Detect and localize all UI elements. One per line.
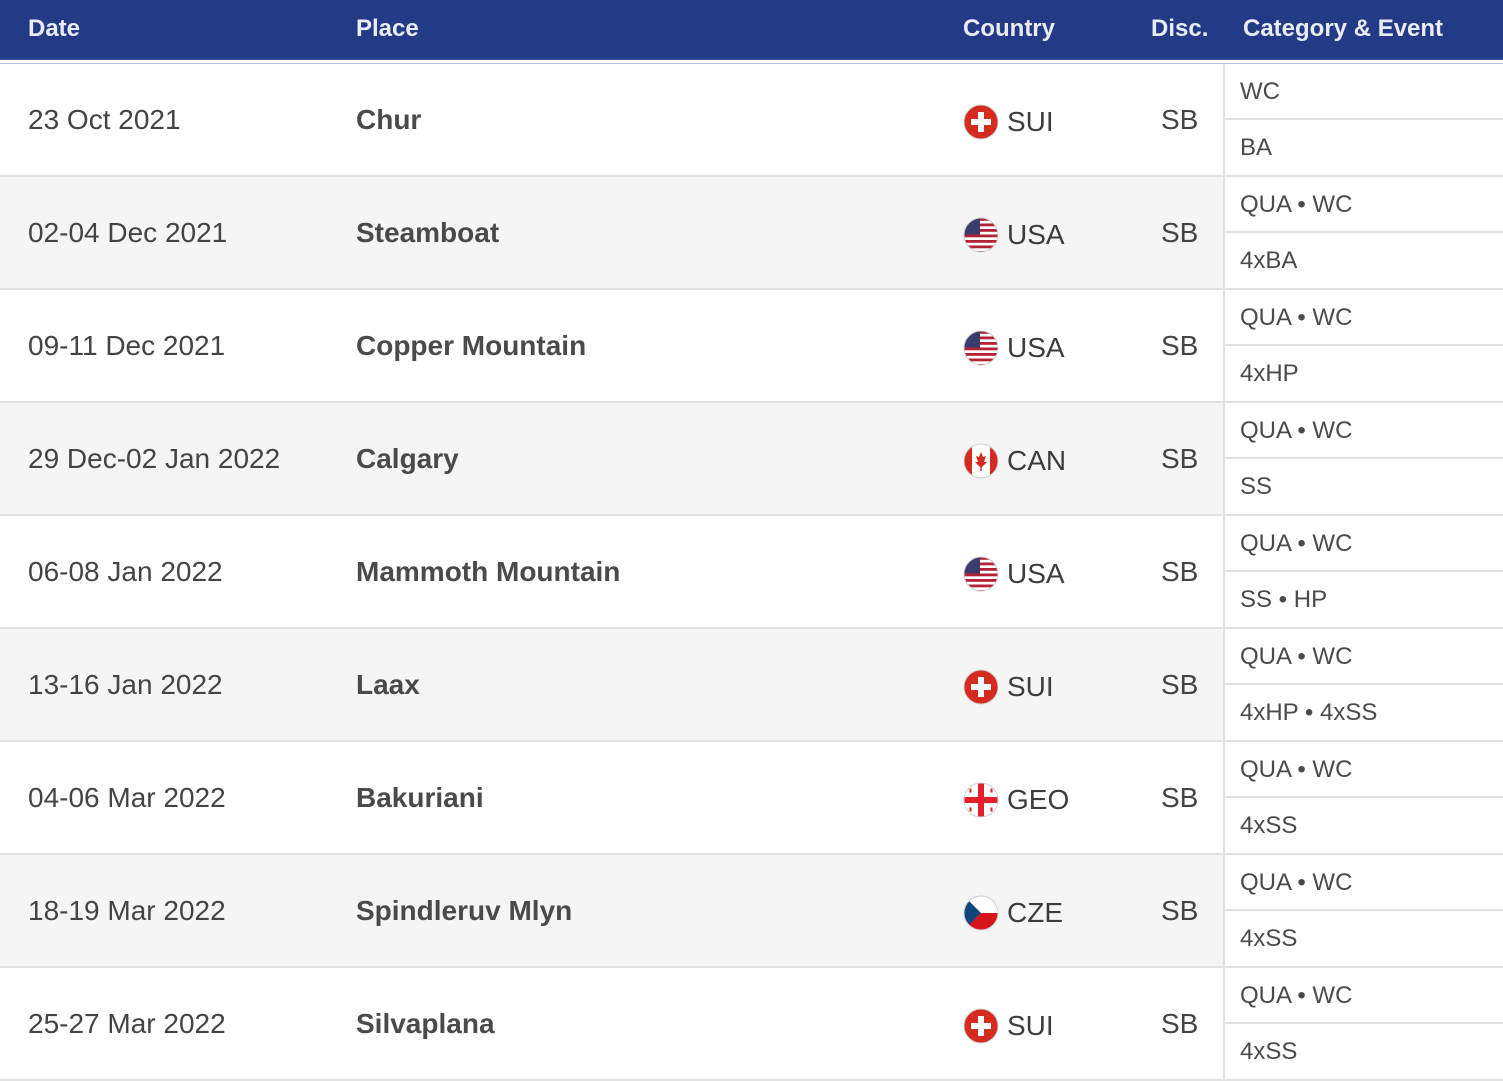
event-category: QUA • WC: [1225, 290, 1503, 346]
header-place[interactable]: Place: [356, 15, 419, 42]
event-codes[interactable]: 4xBA: [1225, 233, 1503, 288]
canada-flag-icon: [963, 439, 1007, 479]
table-row[interactable]: 29 Dec-02 Jan 2022 Calgary CAN SB QUA • WC SS: [0, 403, 1503, 516]
header-date[interactable]: Date: [28, 15, 81, 42]
event-place[interactable]: Spindleruv Mlyn: [356, 895, 573, 926]
event-date: 13-16 Jan 2022: [28, 669, 223, 700]
switzerland-flag-icon: [963, 665, 1007, 705]
event-discipline: SB: [1161, 895, 1199, 926]
event-date: 29 Dec-02 Jan 2022: [28, 443, 281, 474]
event-country: USA: [963, 177, 1065, 288]
event-codes[interactable]: BA: [1225, 120, 1503, 175]
event-place[interactable]: Chur: [356, 104, 422, 135]
event-country: CZE: [963, 855, 1063, 966]
header-divider: [0, 58, 1503, 64]
category-event-cell: QUA • WC 4xSS: [1223, 742, 1503, 853]
event-category: QUA • WC: [1225, 177, 1503, 233]
country-code: USA: [1007, 557, 1065, 589]
usa-flag-icon: [963, 552, 1007, 592]
event-discipline: SB: [1161, 1008, 1199, 1039]
czech-flag-icon: [963, 891, 1007, 931]
category-event-cell: QUA • WC 4xBA: [1223, 177, 1503, 288]
table-row[interactable]: 06-08 Jan 2022 Mammoth Mountain USA SB QUA •…: [0, 516, 1503, 629]
event-date: 04-06 Mar 2022: [28, 782, 226, 813]
event-codes[interactable]: 4xSS: [1225, 798, 1503, 853]
event-country: SUI: [963, 64, 1054, 175]
event-discipline: SB: [1161, 669, 1199, 700]
header-discipline[interactable]: Disc.: [1151, 15, 1209, 42]
event-place[interactable]: Silvaplana: [356, 1008, 495, 1039]
event-place[interactable]: Laax: [356, 669, 420, 700]
event-country: SUI: [963, 968, 1054, 1079]
category-event-cell: QUA • WC 4xSS: [1223, 855, 1503, 966]
event-category: QUA • WC: [1225, 742, 1503, 798]
event-country: USA: [963, 290, 1065, 401]
table-row[interactable]: 23 Oct 2021 Chur SUI SB WC BA: [0, 64, 1503, 177]
country-code: SUI: [1007, 670, 1054, 702]
event-discipline: SB: [1161, 330, 1199, 361]
event-date: 18-19 Mar 2022: [28, 895, 226, 926]
country-code: SUI: [1007, 1009, 1054, 1041]
event-place[interactable]: Bakuriani: [356, 782, 484, 813]
table-row[interactable]: 13-16 Jan 2022 Laax SUI SB QUA • WC 4xHP • 4x…: [0, 629, 1503, 742]
header-category-event[interactable]: Category & Event: [1243, 15, 1444, 42]
table-row[interactable]: 02-04 Dec 2021 Steamboat USA SB QUA • WC 4xBA: [0, 177, 1503, 290]
event-discipline: SB: [1161, 217, 1199, 248]
country-code: USA: [1007, 331, 1065, 363]
event-place[interactable]: Steamboat: [356, 217, 500, 248]
category-event-cell: QUA • WC 4xHP: [1223, 290, 1503, 401]
event-category: QUA • WC: [1225, 855, 1503, 911]
event-codes[interactable]: SS: [1225, 459, 1503, 514]
table-row[interactable]: 18-19 Mar 2022 Spindleruv Mlyn CZE SB QUA • …: [0, 855, 1503, 968]
switzerland-flag-icon: [963, 100, 1007, 140]
usa-flag-icon: [963, 213, 1007, 253]
country-code: CAN: [1007, 444, 1067, 476]
category-event-cell: WC BA: [1223, 64, 1503, 175]
event-category: QUA • WC: [1225, 968, 1503, 1024]
event-place[interactable]: Mammoth Mountain: [356, 556, 621, 587]
event-date: 09-11 Dec 2021: [28, 330, 226, 361]
header-country[interactable]: Country: [963, 15, 1055, 42]
country-code: GEO: [1007, 783, 1070, 815]
event-place[interactable]: Calgary: [356, 443, 459, 474]
event-country: SUI: [963, 629, 1054, 740]
event-discipline: SB: [1161, 782, 1199, 813]
event-codes[interactable]: 4xHP: [1225, 346, 1503, 401]
event-country: GEO: [963, 742, 1069, 853]
category-event-cell: QUA • WC SS • HP: [1223, 516, 1503, 627]
event-category: WC: [1225, 64, 1503, 120]
table-row[interactable]: 09-11 Dec 2021 Copper Mountain USA SB QUA • …: [0, 290, 1503, 403]
event-discipline: SB: [1161, 443, 1199, 474]
event-date: 02-04 Dec 2021: [28, 217, 228, 248]
event-codes[interactable]: SS • HP: [1225, 572, 1503, 627]
category-event-cell: QUA • WC SS: [1223, 403, 1503, 514]
table-row[interactable]: 25-27 Mar 2022 Silvaplana SUI SB QUA • WC 4xS…: [0, 968, 1503, 1081]
country-code: CZE: [1007, 896, 1063, 928]
usa-flag-icon: [963, 326, 1007, 366]
country-code: USA: [1007, 218, 1065, 250]
event-category: QUA • WC: [1225, 629, 1503, 685]
table-header: Date Place Country Disc. Category & Even…: [0, 0, 1503, 58]
event-date: 23 Oct 2021: [28, 104, 181, 135]
event-date: 25-27 Mar 2022: [28, 1008, 226, 1039]
event-discipline: SB: [1161, 104, 1199, 135]
event-place[interactable]: Copper Mountain: [356, 330, 587, 361]
country-code: SUI: [1007, 105, 1054, 137]
category-event-cell: QUA • WC 4xSS: [1223, 968, 1503, 1079]
event-discipline: SB: [1161, 556, 1199, 587]
georgia-flag-icon: [963, 778, 1007, 818]
table-row[interactable]: 04-06 Mar 2022 Bakuriani GEO SB QUA • WC 4xSS: [0, 742, 1503, 855]
event-codes[interactable]: 4xSS: [1225, 911, 1503, 966]
event-country: USA: [963, 516, 1065, 627]
event-category: QUA • WC: [1225, 403, 1503, 459]
event-codes[interactable]: 4xSS: [1225, 1024, 1503, 1079]
event-country: CAN: [963, 403, 1066, 514]
event-codes[interactable]: 4xHP • 4xSS: [1225, 685, 1503, 740]
switzerland-flag-icon: [963, 1004, 1007, 1044]
category-event-cell: QUA • WC 4xHP • 4xSS: [1223, 629, 1503, 740]
event-category: QUA • WC: [1225, 516, 1503, 572]
event-date: 06-08 Jan 2022: [28, 556, 223, 587]
